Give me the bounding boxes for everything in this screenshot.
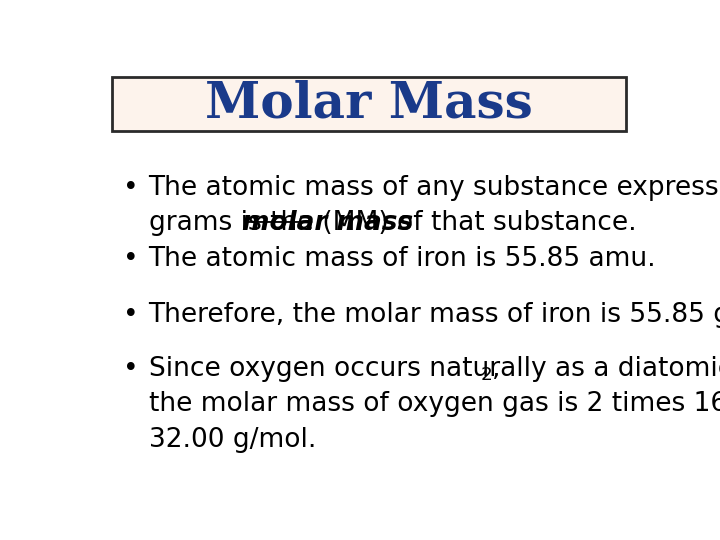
Text: the molar mass of oxygen gas is 2 times 16.00 g or: the molar mass of oxygen gas is 2 times … (148, 391, 720, 417)
Text: The atomic mass of any substance expressed in: The atomic mass of any substance express… (148, 175, 720, 201)
Text: molar mass: molar mass (243, 210, 413, 237)
Text: 2: 2 (480, 366, 492, 384)
Text: •: • (124, 246, 139, 272)
Text: (MM) of that substance.: (MM) of that substance. (315, 210, 637, 237)
Text: Therefore, the molar mass of iron is 55.85 g/mol.: Therefore, the molar mass of iron is 55.… (148, 302, 720, 328)
Text: •: • (124, 302, 139, 328)
FancyBboxPatch shape (112, 77, 626, 131)
Text: Molar Mass: Molar Mass (205, 80, 533, 129)
Text: Since oxygen occurs naturally as a diatomic, O: Since oxygen occurs naturally as a diato… (148, 356, 720, 382)
Text: •: • (124, 175, 139, 201)
Text: ,: , (492, 356, 500, 382)
Text: The atomic mass of iron is 55.85 amu.: The atomic mass of iron is 55.85 amu. (148, 246, 656, 272)
Text: grams is the: grams is the (148, 210, 321, 237)
Text: 32.00 g/mol.: 32.00 g/mol. (148, 427, 316, 453)
Text: •: • (124, 356, 139, 382)
